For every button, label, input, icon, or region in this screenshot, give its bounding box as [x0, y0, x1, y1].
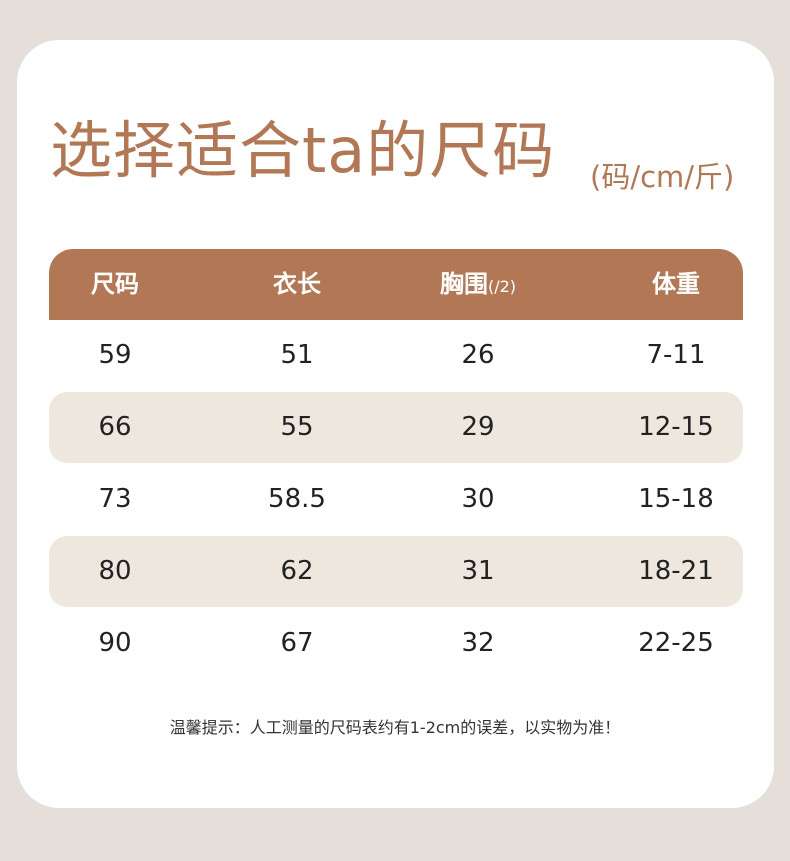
header-length: 衣长	[273, 270, 321, 298]
table-header: 尺码 衣长 胸围(/2) 体重	[49, 249, 743, 320]
header-chest-suffix: (/2)	[487, 277, 517, 296]
unit-label: (码/cm/斤)	[590, 160, 735, 194]
header-chest-label: 胸围	[439, 270, 488, 298]
header-chest: 胸围(/2)	[440, 249, 516, 320]
weight-cell: 12-15	[638, 412, 714, 442]
chest-cell: 29	[461, 412, 495, 442]
table-row: 90 67 32 22-25	[49, 608, 743, 679]
table-row: 80 62 31 18-21	[49, 536, 743, 607]
size-cell: 90	[98, 628, 132, 658]
table-row: 59 51 26 7-11	[49, 320, 743, 391]
size-cell: 73	[98, 484, 132, 514]
header-size: 尺码	[91, 270, 139, 298]
weight-cell: 7-11	[646, 340, 706, 370]
page-title: 选择适合ta的尺码	[50, 114, 556, 187]
table-row: 66 55 29 12-15	[49, 392, 743, 463]
size-cell: 80	[98, 556, 132, 586]
length-cell: 58.5	[268, 484, 326, 514]
weight-cell: 15-18	[638, 484, 714, 514]
size-cell: 59	[98, 340, 132, 370]
length-cell: 62	[280, 556, 314, 586]
length-cell: 55	[280, 412, 314, 442]
chest-cell: 32	[461, 628, 495, 658]
size-cell: 66	[98, 412, 132, 442]
chest-cell: 26	[461, 340, 495, 370]
weight-cell: 22-25	[638, 628, 714, 658]
chest-cell: 30	[461, 484, 495, 514]
weight-cell: 18-21	[638, 556, 714, 586]
tip-note: 温馨提示：人工测量的尺码表约有1-2cm的误差，以实物为准！	[169, 718, 621, 737]
length-cell: 51	[280, 340, 314, 370]
length-cell: 67	[280, 628, 314, 658]
chest-cell: 31	[461, 556, 495, 586]
header-weight: 体重	[652, 270, 700, 298]
table-row: 73 58.5 30 15-18	[49, 464, 743, 535]
